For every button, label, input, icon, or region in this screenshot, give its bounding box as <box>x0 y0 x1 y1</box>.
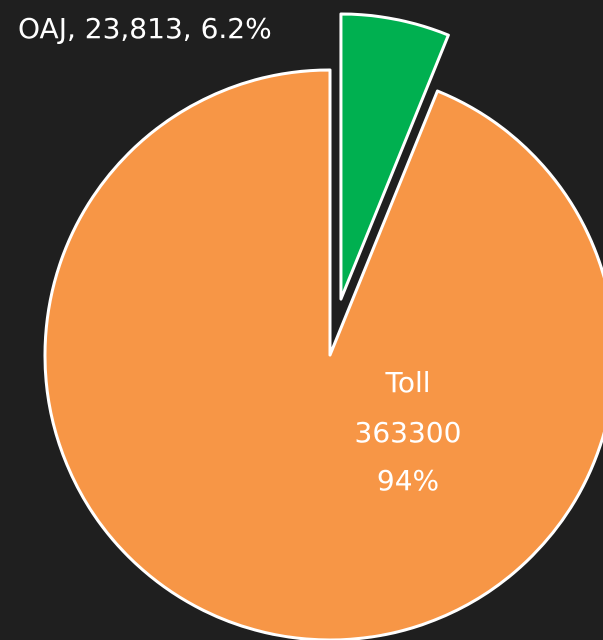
pie-slice <box>43 68 603 640</box>
slices <box>43 12 603 640</box>
label-percent: 6.2% <box>201 12 272 45</box>
inside-label-percent: 94% <box>377 464 439 497</box>
label-value: 23,813 <box>85 12 183 45</box>
pie-slice <box>339 12 450 301</box>
outside-label: OAJ, 23,813, 6.2% <box>18 12 272 45</box>
label-category: OAJ <box>18 12 67 45</box>
inside-label-value: 363300 <box>355 416 462 449</box>
inside-label-category: Toll <box>384 366 430 399</box>
